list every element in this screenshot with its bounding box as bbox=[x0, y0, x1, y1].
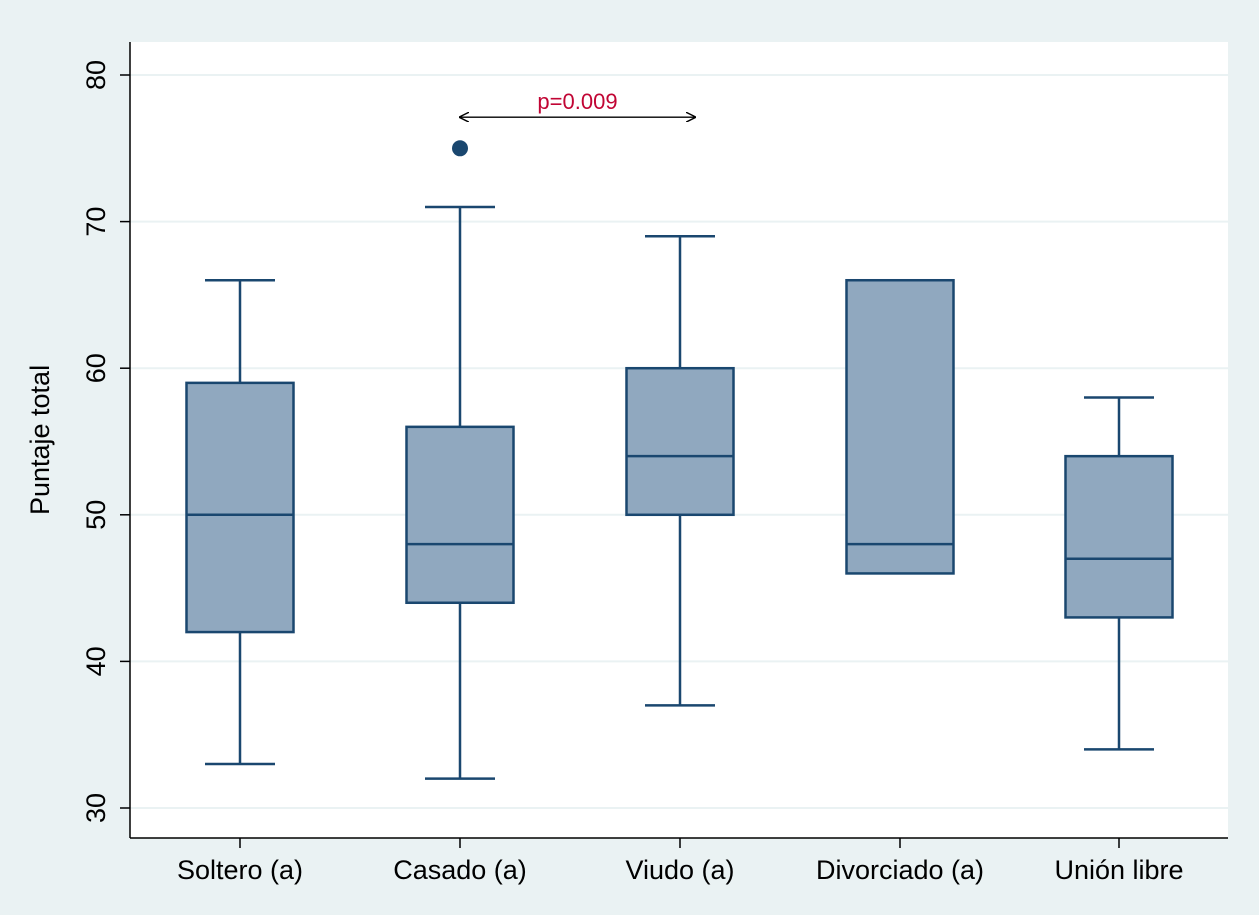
box-iqr bbox=[405, 425, 515, 605]
box-4 bbox=[845, 278, 955, 575]
y-axis-label: Puntaje total bbox=[25, 365, 55, 515]
x-tick-label: Casado (a) bbox=[393, 855, 527, 885]
box-iqr bbox=[1064, 454, 1174, 619]
x-tick-label: Divorciado (a) bbox=[816, 855, 984, 885]
y-tick-label: 80 bbox=[81, 60, 111, 90]
x-tick-label: Unión libre bbox=[1054, 855, 1183, 885]
y-tick-label: 60 bbox=[81, 353, 111, 383]
box-1 bbox=[185, 278, 295, 766]
y-tick-label: 50 bbox=[81, 500, 111, 530]
box-iqr bbox=[185, 381, 295, 634]
box-iqr bbox=[845, 278, 955, 575]
box-iqr bbox=[625, 366, 735, 517]
y-tick-label: 40 bbox=[81, 646, 111, 676]
box-3 bbox=[625, 235, 735, 707]
boxes bbox=[185, 140, 1174, 780]
box-5 bbox=[1064, 396, 1174, 751]
outlier-point bbox=[452, 140, 468, 157]
p-value-label: p=0.009 bbox=[537, 89, 617, 114]
x-tick-label: Soltero (a) bbox=[177, 855, 303, 885]
y-tick-label: 70 bbox=[81, 207, 111, 237]
box-2 bbox=[405, 140, 515, 780]
x-tick-label: Viudo (a) bbox=[625, 855, 734, 885]
axes: 30 40 50 60 70 80 Soltero (a) Casado (a) Viudo (… bbox=[81, 42, 1228, 885]
y-tick-label: 30 bbox=[81, 793, 111, 823]
annotations: p=0.009 bbox=[460, 89, 695, 117]
